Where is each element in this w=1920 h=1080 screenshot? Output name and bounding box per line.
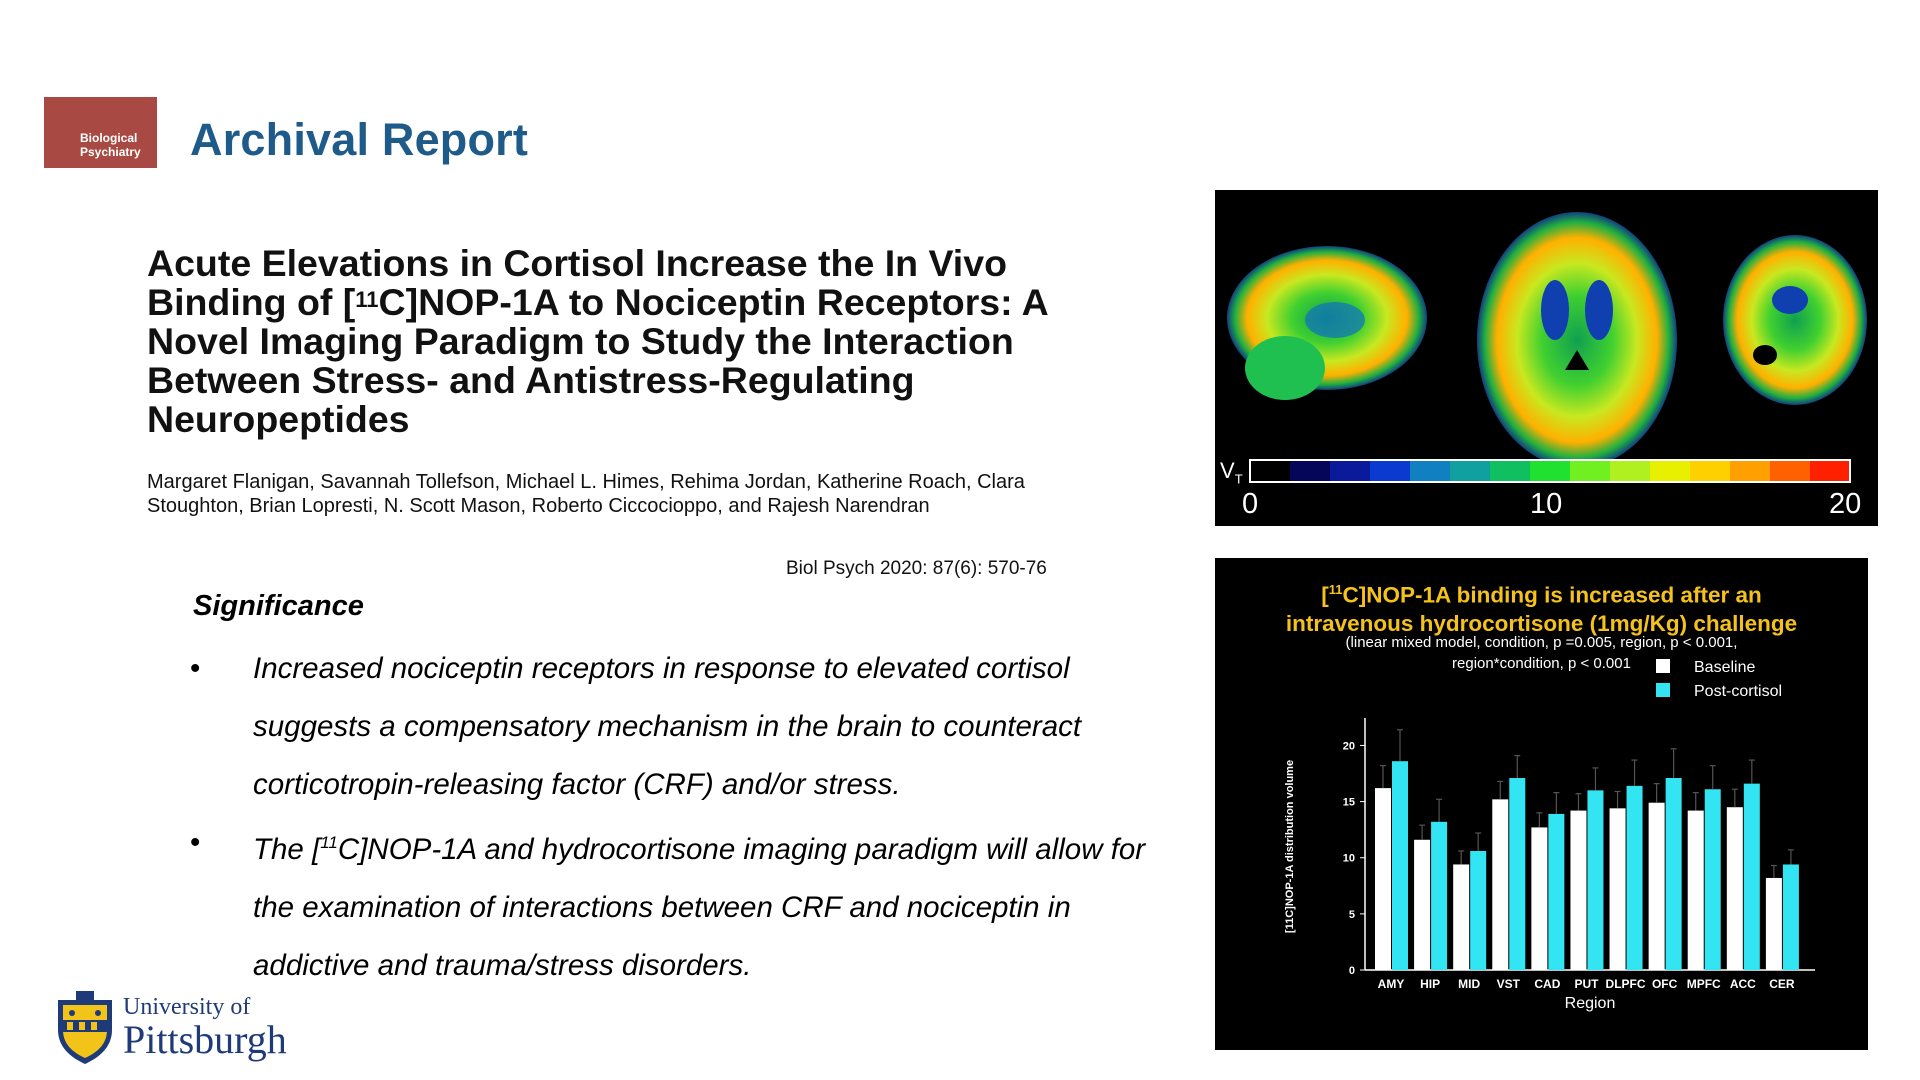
bar (1392, 761, 1408, 970)
x-tick-label: VST (1497, 977, 1521, 991)
y-tick-label: 20 (1343, 740, 1355, 752)
journal-logo-line1: Biological (80, 131, 138, 145)
sagittal-brain-slice (1227, 246, 1427, 400)
bar (1782, 864, 1799, 970)
y-tick-label: 10 (1343, 853, 1355, 865)
university-wordmark: University of Pittsburgh (123, 995, 287, 1061)
university-shield-icon (58, 991, 112, 1064)
bar (1492, 799, 1509, 970)
list-item: • Increased nociceptin receptors in respo… (190, 652, 1082, 801)
colorbar-segment (1490, 460, 1531, 482)
bar (1414, 839, 1431, 970)
y-tick-label: 0 (1349, 965, 1355, 977)
colorbar-tick: 20 (1829, 488, 1862, 520)
x-tick-label: HIP (1420, 977, 1440, 991)
colorbar-segment (1370, 460, 1411, 482)
colorbar-segment (1610, 460, 1651, 482)
colorbar (1249, 459, 1851, 483)
report-type-heading: Archival Report (190, 114, 529, 165)
y-tick-label: 5 (1349, 909, 1355, 921)
journal-logo-line2: Psychiatry (80, 145, 141, 159)
bar (1509, 778, 1526, 970)
x-tick-label: CER (1769, 977, 1795, 991)
coronal-brain-slice (1723, 235, 1867, 405)
colorbar-segment (1410, 460, 1451, 482)
colorbar-segment (1290, 460, 1331, 482)
university-line2: Pittsburgh (123, 1017, 287, 1062)
y-axis-label: [11C]NOP-1A distribution volume (1284, 760, 1296, 933)
x-tick-label: AMY (1378, 977, 1405, 991)
chart-title: [11C]NOP-1A binding is increased after a… (1285, 582, 1798, 636)
bar (1609, 808, 1626, 970)
colorbar-label: VT (1220, 458, 1243, 487)
legend-label: Post-cortisol (1694, 683, 1782, 700)
bar (1743, 783, 1760, 970)
colorbar-segment (1770, 460, 1811, 482)
x-tick-label: MID (1458, 977, 1480, 991)
bar (1570, 810, 1587, 970)
bar (1765, 877, 1782, 970)
bar (1453, 864, 1470, 970)
y-tick-label: 15 (1343, 797, 1355, 809)
x-tick-label: PUT (1574, 977, 1599, 991)
bar (1587, 790, 1604, 970)
journal-logo: Biological Psychiatry (44, 97, 157, 168)
bar-chart: 0 5 10 15 20 [11C]NOP-1A distribution volume A… (1284, 659, 1815, 1012)
colorbar-segment (1690, 460, 1731, 482)
citation: Biol Psych 2020: 87(6): 570-76 (786, 558, 1047, 579)
colorbar-segment (1730, 460, 1771, 482)
bar (1687, 810, 1704, 970)
legend-swatch (1656, 659, 1670, 673)
x-tick-label: DLPFC (1606, 977, 1646, 991)
bar (1648, 802, 1665, 970)
bar (1531, 827, 1548, 970)
list-item: • The [11C]NOP-1A and hydrocortisone imag… (190, 826, 1146, 982)
legend-swatch (1656, 683, 1670, 697)
x-axis-label: Region (1565, 995, 1616, 1012)
colorbar-segment (1330, 460, 1371, 482)
x-tick-label: MPFC (1687, 977, 1721, 991)
x-tick-label: ACC (1730, 977, 1756, 991)
author-list: Margaret Flanigan, Savannah Tollefson, M… (147, 471, 1025, 517)
legend-label: Baseline (1694, 659, 1755, 676)
bar (1548, 813, 1565, 970)
colorbar-segment (1250, 460, 1291, 482)
colorbar-tick: 10 (1530, 488, 1563, 520)
bar (1726, 807, 1743, 970)
brain-pet-image (1215, 190, 1878, 526)
significance-list: • Increased nociceptin receptors in respo… (190, 640, 1180, 995)
x-tick-label: OFC (1652, 977, 1678, 991)
bar (1431, 821, 1448, 970)
x-tick-label: CAD (1534, 977, 1560, 991)
colorbar-segment (1530, 460, 1571, 482)
colorbar-segment (1570, 460, 1611, 482)
chart-subtitle: (linear mixed model, condition, p =0.005… (1345, 634, 1738, 672)
bar (1375, 788, 1391, 970)
colorbar-segment (1450, 460, 1491, 482)
colorbar-frame (1249, 459, 1851, 483)
colorbar-segment (1650, 460, 1691, 482)
bar (1665, 778, 1682, 970)
colorbar-segment (1810, 460, 1851, 482)
colorbar-tick: 0 (1242, 488, 1259, 520)
paper-title: Acute Elevations in Cortisol Increase th… (147, 242, 1048, 440)
significance-heading: Significance (193, 590, 364, 622)
axial-brain-slice (1477, 212, 1677, 468)
university-line1: University of (123, 994, 251, 1020)
bar (1470, 850, 1487, 970)
bar (1626, 785, 1643, 970)
bar (1704, 789, 1721, 970)
